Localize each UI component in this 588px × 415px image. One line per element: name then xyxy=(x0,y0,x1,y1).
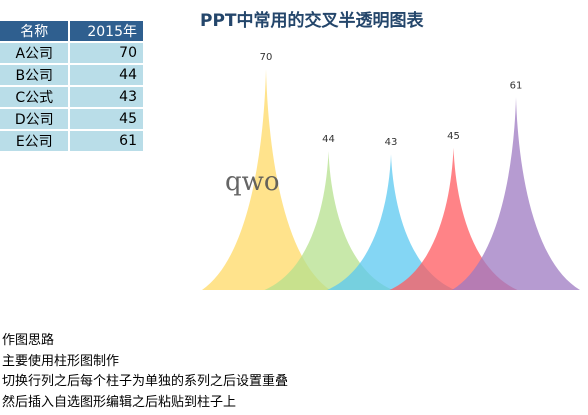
header-year: 2015年 xyxy=(68,21,143,43)
row-value: 43 xyxy=(68,86,143,109)
note-line: 然后插入自选图形编辑之后粘贴到柱子上 xyxy=(2,394,237,410)
row-value: 61 xyxy=(68,130,143,153)
data-label-4: 45 xyxy=(447,131,460,142)
row-name: A公司 xyxy=(0,42,70,65)
row-value: 44 xyxy=(68,64,143,87)
row-value: 45 xyxy=(68,108,143,131)
note-line: 主要使用柱形图制作 xyxy=(2,353,120,369)
row-name: C公式 xyxy=(0,86,70,109)
chart-title: PPT中常用的交叉半透明图表 xyxy=(200,11,424,31)
header-name: 名称 xyxy=(0,21,70,43)
data-label-5: 61 xyxy=(510,80,523,91)
note-line: 切换行列之后每个柱子为单独的系列之后设置重叠 xyxy=(2,374,289,389)
data-label-1: 70 xyxy=(260,52,273,63)
row-value: 70 xyxy=(68,42,143,65)
peak-4 xyxy=(389,147,518,290)
data-label-3: 43 xyxy=(385,137,398,148)
data-label-2: 44 xyxy=(322,134,335,145)
table-row: A公司 70 xyxy=(0,42,143,65)
row-name: E公司 xyxy=(0,130,70,153)
peak-1 xyxy=(202,69,330,290)
data-table: 名称 2015年 A公司 70 B公司 44 C公式 43 D公司 45 E公司… xyxy=(0,21,143,153)
table-header-row: 名称 2015年 xyxy=(0,21,143,43)
note-line: 作图思路 xyxy=(2,333,55,348)
peak-5 xyxy=(452,97,580,291)
table-row: D公司 45 xyxy=(0,108,143,131)
chart-marks xyxy=(202,69,580,291)
chart-data-labels: 70 44 43 45 61 xyxy=(260,52,523,148)
notes-block: 作图思路 主要使用柱形图制作 切换行列之后每个柱子为单独的系列之后设置重叠 然后… xyxy=(2,331,288,413)
peak-2 xyxy=(264,151,393,290)
table-row: E公司 61 xyxy=(0,130,143,153)
peak-3 xyxy=(327,154,455,290)
table-row: C公式 43 xyxy=(0,86,143,109)
row-name: D公司 xyxy=(0,108,70,131)
table-row: B公司 44 xyxy=(0,64,143,87)
row-name: B公司 xyxy=(0,64,70,87)
watermark-text: qwo xyxy=(225,167,280,197)
